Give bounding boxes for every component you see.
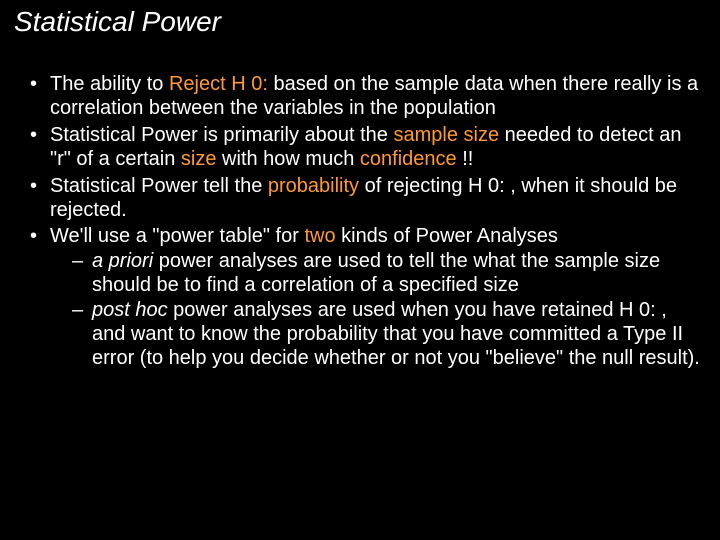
sub-bullet-item: a priori power analyses are used to tell… bbox=[72, 249, 700, 298]
slide-body: The ability to Reject H 0: based on the … bbox=[0, 38, 720, 371]
text: We'll use a "power table" for bbox=[50, 225, 304, 247]
italic-text: post hoc bbox=[92, 299, 168, 321]
bullet-item: Statistical Power is primarily about the… bbox=[22, 123, 700, 172]
text: The ability to bbox=[50, 73, 169, 95]
highlight-text: confidence bbox=[360, 148, 457, 170]
highlight-text: size bbox=[181, 148, 217, 170]
highlight-text: probability bbox=[268, 175, 359, 197]
slide: Statistical Power The ability to Reject … bbox=[0, 0, 720, 540]
sub-bullet-list: a priori power analyses are used to tell… bbox=[50, 249, 700, 371]
text: with how much bbox=[217, 148, 360, 170]
text: power analyses are used to tell the what… bbox=[92, 250, 660, 296]
highlight-text: Reject H 0: bbox=[169, 73, 268, 95]
text: Statistical Power tell the bbox=[50, 175, 268, 197]
highlight-text: sample size bbox=[393, 124, 499, 146]
text: kinds of Power Analyses bbox=[336, 225, 558, 247]
bullet-item: The ability to Reject H 0: based on the … bbox=[22, 72, 700, 121]
text: Statistical Power is primarily about the bbox=[50, 124, 393, 146]
bullet-list: The ability to Reject H 0: based on the … bbox=[22, 72, 700, 371]
text: power analyses are used when you have re… bbox=[92, 299, 700, 370]
italic-text: a priori bbox=[92, 250, 153, 272]
sub-bullet-item: post hoc power analyses are used when yo… bbox=[72, 298, 700, 371]
text: !! bbox=[457, 148, 474, 170]
bullet-item: We'll use a "power table" for two kinds … bbox=[22, 224, 700, 370]
highlight-text: two bbox=[304, 225, 335, 247]
slide-title: Statistical Power bbox=[0, 0, 720, 38]
bullet-item: Statistical Power tell the probability o… bbox=[22, 174, 700, 223]
